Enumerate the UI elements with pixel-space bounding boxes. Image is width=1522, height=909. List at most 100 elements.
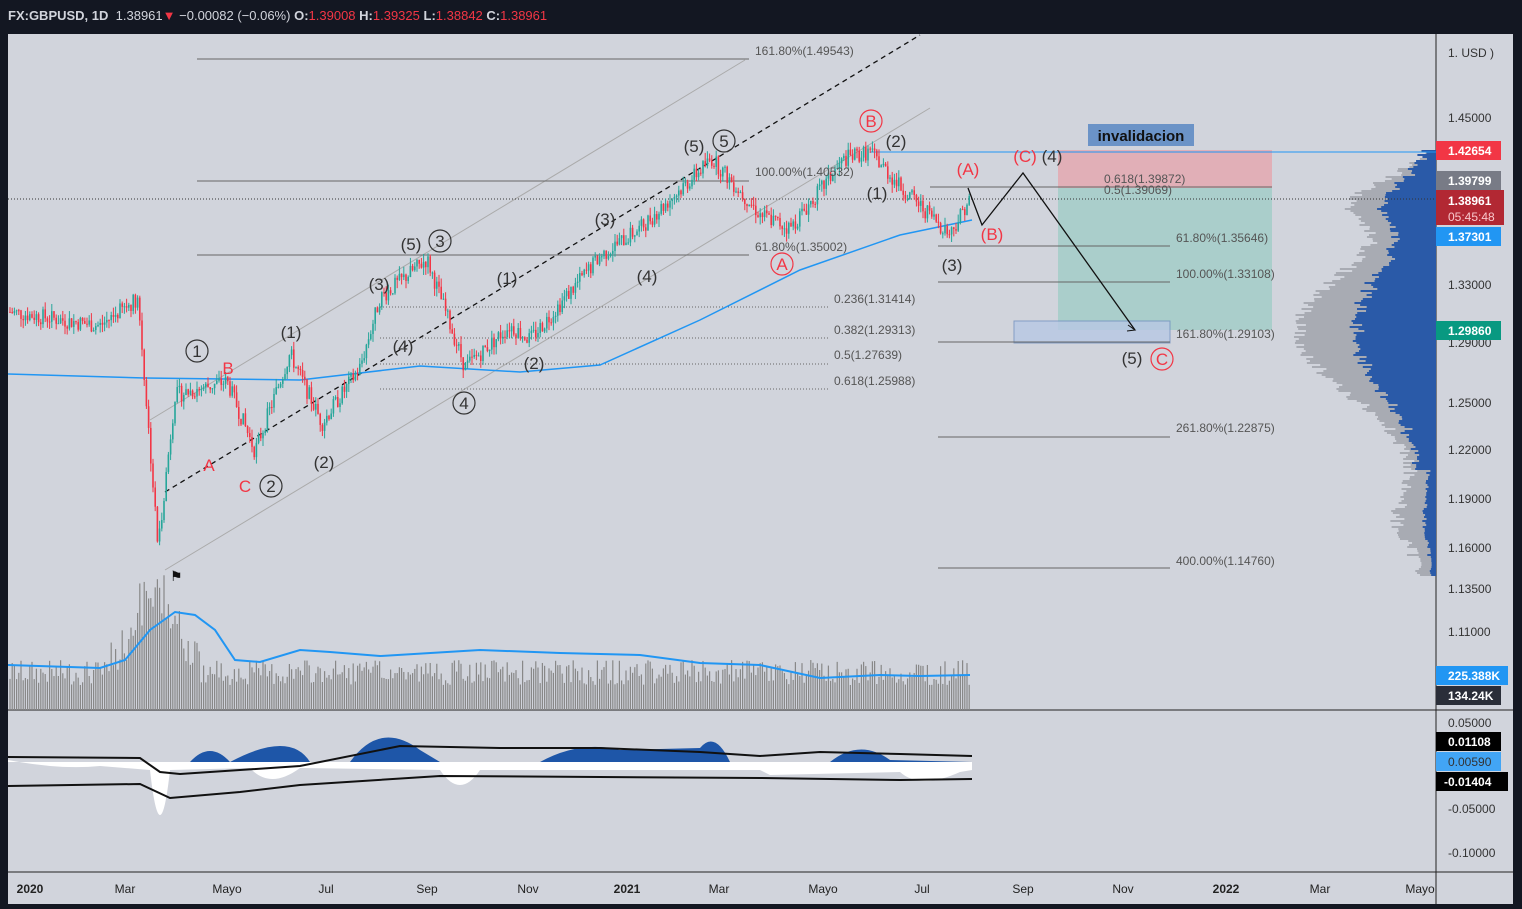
volume-bar — [438, 679, 440, 710]
wave-label[interactable]: 3 — [435, 232, 444, 251]
candle-body — [114, 314, 117, 317]
volume-bar — [801, 663, 803, 710]
wave-label[interactable]: C — [239, 477, 251, 496]
target-rectangle[interactable] — [1013, 320, 1171, 344]
candle-body — [42, 309, 44, 325]
wave-label[interactable]: B — [865, 112, 876, 131]
volume-bar — [775, 664, 777, 710]
candle-body — [26, 315, 29, 321]
profile-row-up — [1426, 480, 1436, 482]
wave-label[interactable]: (1) — [867, 184, 888, 203]
candle-body — [506, 330, 508, 337]
projection-path[interactable] — [967, 171, 1136, 331]
profile-row-up — [1422, 156, 1436, 158]
wave-label[interactable]: (1) — [281, 323, 302, 342]
symbol[interactable]: FX:GBPUSD, 1D — [8, 8, 109, 23]
wave-label[interactable]: 1 — [192, 342, 201, 361]
wave-label[interactable]: (C) — [1013, 147, 1037, 166]
volume-bar — [291, 669, 293, 710]
time-axis[interactable]: 2020 Mar Mayo Jul Sep Nov 2021 Mar Mayo Jul Sep Nov… — [17, 882, 1435, 896]
wave-label[interactable]: (4) — [1042, 147, 1063, 166]
volume-bar — [748, 661, 750, 710]
wave-label[interactable]: (3) — [942, 256, 963, 275]
target-zone[interactable] — [1058, 188, 1272, 330]
profile-row-up — [1430, 470, 1436, 472]
volume-bar — [491, 660, 493, 710]
volume-bar — [530, 667, 532, 710]
volume-bar — [658, 674, 660, 710]
wave-label[interactable]: A — [776, 255, 788, 274]
candle-body — [902, 190, 904, 195]
indicator-tick: -0.10000 — [1448, 846, 1496, 860]
profile-row-up — [1427, 544, 1436, 546]
volume-bar — [636, 664, 638, 710]
channel-mid[interactable] — [164, 34, 921, 493]
candle-body — [915, 194, 918, 202]
channel-lower[interactable] — [164, 107, 931, 571]
time-tick: 2021 — [614, 882, 641, 896]
volume-bar — [354, 681, 356, 710]
volume-bar — [599, 678, 601, 710]
profile-row-up — [1385, 194, 1436, 196]
wave-label[interactable]: A — [203, 456, 215, 475]
candle-body — [189, 390, 192, 395]
candle-body — [834, 168, 836, 176]
volume-bar — [423, 674, 425, 710]
wave-label[interactable]: 5 — [719, 132, 728, 151]
wave-label[interactable]: (5) — [1122, 349, 1143, 368]
profile-row-up — [1360, 304, 1436, 306]
wave-label[interactable]: 4 — [459, 394, 468, 413]
wave-label[interactable]: C — [1156, 350, 1168, 369]
invalidation-box[interactable] — [1088, 124, 1194, 146]
volume-bar — [251, 667, 253, 710]
wave-label[interactable]: (2) — [524, 354, 545, 373]
wave-label[interactable]: (4) — [393, 337, 414, 356]
profile-row-up — [1386, 248, 1436, 250]
volume-bar — [192, 662, 194, 710]
wave-label[interactable]: (5) — [401, 235, 422, 254]
profile-row-up — [1364, 282, 1436, 284]
volume-bar — [75, 672, 77, 710]
profile-row-up — [1355, 352, 1436, 354]
channel-upper[interactable] — [149, 59, 746, 421]
candle-body — [9, 311, 11, 313]
candle-body — [768, 213, 770, 215]
wave-label[interactable]: (A) — [957, 160, 980, 179]
wave-label[interactable]: (2) — [886, 132, 907, 151]
wave-labels[interactable]: (5) 5 (3) (4) (1) (2) (5) 3 (3) (4) 4 (1) 1 (2) 2 (1) (2… — [185, 109, 1174, 498]
volume-bar — [676, 676, 678, 710]
stop-zone[interactable] — [1058, 150, 1272, 188]
volume-bar — [803, 682, 805, 710]
wave-label[interactable]: (4) — [637, 267, 658, 286]
profile-row-up — [1424, 532, 1436, 534]
candle-body — [898, 177, 900, 187]
fib-label: 100.00%(1.40532) — [755, 165, 854, 179]
wave-label[interactable]: 2 — [266, 477, 275, 496]
wave-label[interactable]: (1) — [497, 269, 518, 288]
wave-label[interactable]: (3) — [595, 210, 616, 229]
candle-body — [799, 211, 801, 227]
wave-label[interactable]: B — [222, 359, 233, 378]
volume-bar — [497, 672, 499, 710]
candle-body — [658, 213, 660, 220]
currency-label[interactable]: 1. USD ) — [1448, 46, 1494, 60]
volume-bar — [42, 672, 44, 710]
volume-bar — [669, 664, 671, 710]
candle-body — [97, 324, 99, 327]
candle-body — [110, 315, 112, 321]
volume-bar — [104, 662, 106, 710]
wave-label[interactable]: (B) — [981, 225, 1004, 244]
volume-bar — [249, 661, 251, 710]
wave-label[interactable]: (2) — [314, 453, 335, 472]
fib-lines[interactable] — [197, 58, 1272, 569]
candle-body — [37, 314, 40, 323]
wave-label[interactable]: (5) — [684, 137, 705, 156]
wave-label[interactable]: (3) — [369, 275, 390, 294]
volume-bar — [812, 662, 814, 710]
volume-bar — [198, 651, 200, 710]
fib-label: 0.382(1.29313) — [834, 323, 915, 337]
volume-bar — [379, 661, 381, 710]
volume-bar — [119, 659, 121, 710]
volume-bar — [121, 630, 123, 710]
